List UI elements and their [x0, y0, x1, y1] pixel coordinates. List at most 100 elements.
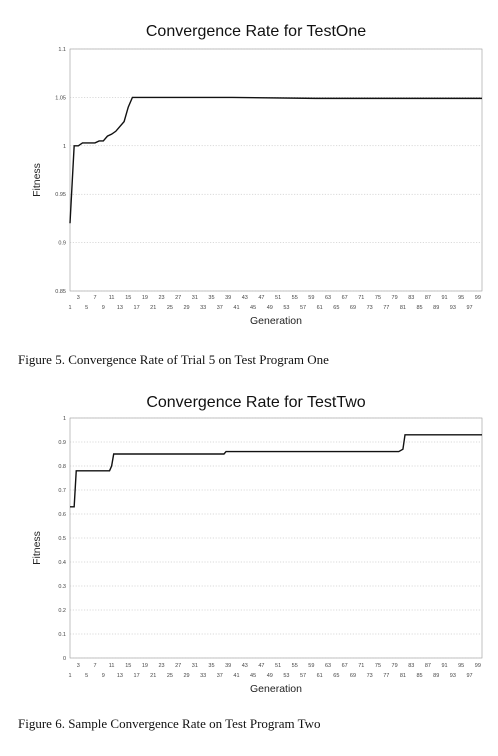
- x-tick-label: 47: [258, 663, 264, 669]
- x-tick-label: 75: [375, 663, 381, 669]
- x-tick-label: 17: [134, 673, 140, 679]
- x-tick-label: 79: [392, 663, 398, 669]
- x-tick-label: 87: [425, 663, 431, 669]
- y-tick-label: 0.6: [58, 512, 66, 518]
- x-tick-label: 13: [117, 673, 123, 679]
- y-tick-label: 0.2: [58, 608, 66, 614]
- x-tick-label: 29: [183, 673, 189, 679]
- x-tick-label: 49: [267, 673, 273, 679]
- x-tick-label: 37: [217, 305, 223, 311]
- x-tick-label: 31: [192, 663, 198, 669]
- x-tick-label: 51: [275, 663, 281, 669]
- x-tick-label: 1: [68, 305, 71, 311]
- y-tick-label: 0.85: [55, 289, 66, 295]
- x-tick-label: 45: [250, 673, 256, 679]
- x-tick-label: 89: [433, 673, 439, 679]
- x-tick-label: 15: [125, 295, 131, 301]
- x-tick-label: 9: [102, 673, 105, 679]
- y-tick-label: 0.9: [58, 440, 66, 446]
- x-tick-label: 51: [275, 295, 281, 301]
- x-tick-label: 75: [375, 295, 381, 301]
- x-tick-label: 17: [134, 305, 140, 311]
- x-tick-label: 7: [93, 663, 96, 669]
- x-tick-label: 21: [150, 305, 156, 311]
- x-tick-label: 13: [117, 305, 123, 311]
- x-tick-labels: 3 7 11 15 19 23 27 31 35 39 43 47 51 55 59 63 67 71 75 79 83…: [68, 295, 480, 311]
- x-tick-label: 59: [308, 663, 314, 669]
- x-tick-label: 93: [450, 673, 456, 679]
- x-tick-label: 59: [308, 295, 314, 301]
- chart-testtwo: Convergence Rate for TestTwo 00.10.20.30…: [31, 394, 483, 695]
- x-tick-label: 97: [466, 673, 472, 679]
- x-tick-label: 5: [85, 673, 88, 679]
- x-tick-label: 55: [292, 663, 298, 669]
- x-tick-label: 19: [142, 663, 148, 669]
- y-tick-labels: 0 0.1 0.2 0.3 0.4 0.5 0.6 0.7 0.8 0.9 1: [58, 416, 66, 662]
- x-tick-label: 35: [208, 295, 214, 301]
- x-tick-label: 93: [450, 305, 456, 311]
- x-tick-label: 31: [192, 295, 198, 301]
- y-axis-label: Fitness: [31, 531, 43, 565]
- x-tick-label: 43: [242, 663, 248, 669]
- x-tick-label: 63: [325, 663, 331, 669]
- x-tick-label: 7: [93, 295, 96, 301]
- x-tick-label: 41: [233, 673, 239, 679]
- x-tick-label: 69: [350, 305, 356, 311]
- x-tick-label: 1: [68, 673, 71, 679]
- y-tick-label: 1.1: [58, 47, 66, 53]
- y-tick-label: 1: [63, 144, 66, 150]
- x-tick-label: 73: [367, 305, 373, 311]
- x-tick-label: 11: [109, 295, 115, 301]
- x-tick-label: 11: [109, 663, 115, 669]
- plot-area-frame: [69, 48, 483, 292]
- y-tick-label: 0.95: [55, 192, 66, 198]
- x-tick-label: 29: [183, 305, 189, 311]
- x-tick-label: 15: [125, 663, 131, 669]
- y-tick-label: 0: [63, 656, 66, 662]
- x-tick-label: 23: [158, 663, 164, 669]
- x-tick-label: 99: [475, 295, 481, 301]
- x-tick-label: 61: [317, 305, 323, 311]
- x-tick-label: 37: [217, 673, 223, 679]
- x-axis-label: Generation: [250, 683, 302, 695]
- x-tick-label: 25: [167, 673, 173, 679]
- figure-6-caption: Figure 6. Sample Convergence Rate on Tes…: [18, 716, 321, 731]
- figure-5-caption: Figure 5. Convergence Rate of Trial 5 on…: [18, 352, 329, 367]
- x-tick-label: 83: [408, 295, 414, 301]
- x-tick-label: 81: [400, 305, 406, 311]
- x-tick-label: 79: [392, 295, 398, 301]
- chart-testone: Convergence Rate for TestOne 0.85 0.9 0.95…: [31, 23, 483, 327]
- x-tick-label: 33: [200, 673, 206, 679]
- fitness-series-line: [70, 434, 482, 508]
- x-tick-label: 3: [77, 295, 80, 301]
- chart-title: Convergence Rate for TestTwo: [146, 394, 365, 411]
- x-tick-label: 97: [466, 305, 472, 311]
- x-tick-label: 61: [317, 673, 323, 679]
- y-tick-label: 1.05: [55, 95, 66, 101]
- x-tick-label: 87: [425, 295, 431, 301]
- y-tick-label: 0.5: [58, 536, 66, 542]
- x-tick-label: 71: [358, 663, 364, 669]
- y-tick-label: 0.4: [58, 560, 66, 566]
- x-tick-label: 53: [283, 673, 289, 679]
- fitness-series-line: [69, 96, 482, 224]
- x-tick-label: 85: [417, 673, 423, 679]
- x-tick-label: 57: [300, 305, 306, 311]
- x-tick-label: 5: [85, 305, 88, 311]
- x-tick-label: 89: [433, 305, 439, 311]
- y-tick-label: 0.3: [58, 584, 66, 590]
- y-tick-label: 0.7: [58, 488, 66, 494]
- x-tick-labels: 3 7 11 15 19 23 27 31 35 39 43 47 51 55 59 63 67 71 75 79 83…: [68, 663, 480, 679]
- x-tick-label: 63: [325, 295, 331, 301]
- y-tick-label: 0.8: [58, 464, 66, 470]
- x-tick-label: 71: [358, 295, 364, 301]
- x-tick-label: 27: [175, 663, 181, 669]
- chart-title: Convergence Rate for TestOne: [146, 23, 366, 40]
- x-tick-label: 99: [475, 663, 481, 669]
- x-tick-label: 65: [333, 673, 339, 679]
- x-tick-label: 65: [333, 305, 339, 311]
- x-tick-label: 39: [225, 295, 231, 301]
- x-tick-label: 43: [242, 295, 248, 301]
- x-tick-label: 33: [200, 305, 206, 311]
